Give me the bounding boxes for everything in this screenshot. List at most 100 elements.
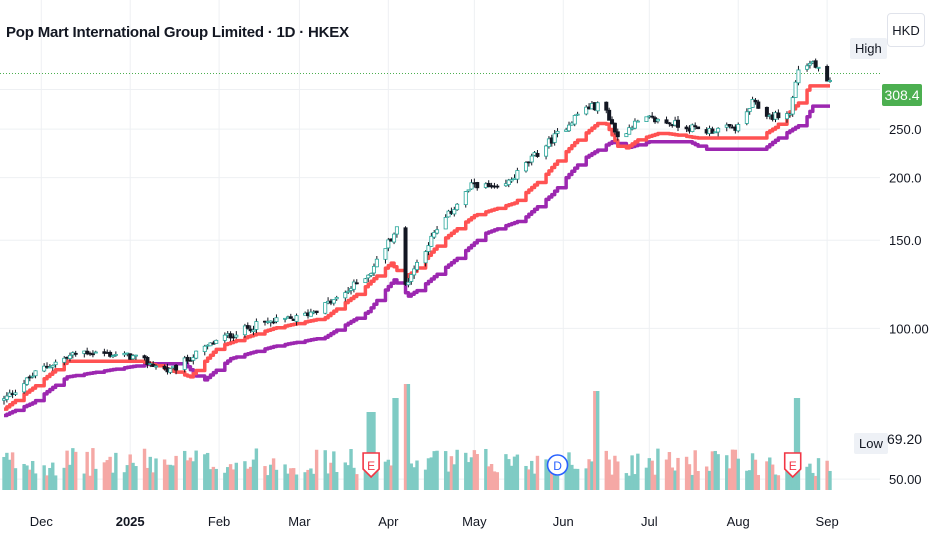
volume-bar [171, 465, 175, 490]
candle-body [202, 345, 207, 353]
candle-body [274, 317, 279, 323]
volume-bar [395, 398, 399, 490]
volume-bar [753, 459, 758, 490]
volume-bar [667, 452, 672, 490]
volume-bar [326, 473, 330, 490]
volume-bar [593, 391, 597, 490]
time-tick-label: May [462, 514, 487, 529]
volume-bar [329, 462, 333, 490]
volume-bar [409, 463, 413, 490]
earnings-marker[interactable] [362, 452, 380, 479]
volume-bar [151, 472, 155, 490]
candle-body [343, 292, 348, 299]
candle-body [575, 113, 580, 116]
volume-bar [214, 468, 218, 490]
candle-body [435, 229, 440, 234]
volume-bar [805, 466, 809, 490]
candle-body [615, 131, 620, 138]
candle-body [644, 116, 649, 122]
candle-body [690, 124, 695, 132]
candle-body [463, 191, 468, 206]
volume-bar [547, 469, 551, 490]
candle-body [655, 118, 660, 122]
volume-bar [687, 464, 692, 490]
candle-body [506, 179, 511, 186]
candle-body [271, 321, 276, 324]
candle-body [650, 115, 655, 118]
volume-bar [332, 451, 336, 490]
time-tick-label: Jun [553, 514, 574, 529]
volume-bar [312, 473, 316, 490]
volume-bar [624, 473, 629, 490]
volume-bar [392, 398, 396, 490]
volume-bar [346, 465, 350, 490]
volume-bar [208, 469, 213, 490]
volume-bar [524, 465, 528, 490]
volume-bar [756, 474, 760, 490]
candle-body [523, 162, 528, 172]
candle-body [24, 377, 29, 385]
lower-band-line [4, 104, 830, 418]
time-tick-label: Mar [288, 514, 311, 529]
volume-bar [88, 475, 92, 490]
volume-bar [730, 449, 735, 490]
candle-body [610, 119, 615, 125]
candle-body [242, 325, 247, 336]
candle-body [369, 273, 374, 276]
volume-bar [727, 468, 732, 490]
volume-bar [406, 384, 411, 490]
candle-body [825, 65, 830, 82]
volume-bar [768, 457, 772, 490]
volume-bar [590, 461, 594, 490]
candle-body [624, 133, 629, 138]
earnings-marker[interactable] [783, 452, 802, 479]
candles [2, 58, 833, 405]
candle-body [13, 392, 18, 395]
candle-body [486, 182, 491, 187]
volume-bar [693, 450, 697, 490]
volume-bar [607, 459, 611, 490]
volume-bar [355, 474, 359, 490]
volume-bar [455, 449, 459, 490]
candle-body [423, 251, 428, 264]
volume-bar [269, 464, 273, 490]
volume-bar [446, 471, 451, 490]
candle-body [185, 356, 190, 362]
candle-body [394, 226, 399, 235]
dividend-marker[interactable] [546, 454, 569, 476]
candle-body [776, 112, 781, 119]
volume-bar [793, 398, 798, 490]
candle-body [154, 365, 159, 368]
candle-body [509, 179, 514, 182]
candle-body [363, 278, 368, 283]
volume-bar [306, 469, 310, 490]
volume-bar [251, 459, 256, 490]
volume-bar [42, 465, 46, 490]
volume-bar [647, 458, 652, 490]
price-tick-label: 100.00 [889, 321, 929, 336]
currency-button[interactable]: HKD [887, 13, 925, 47]
volume-bar [825, 460, 829, 490]
candle-body [567, 124, 572, 132]
time-axis[interactable]: Dec 2025 Feb Mar Apr May Jun Jul Aug Sep [30, 514, 839, 529]
volume-bar [25, 465, 29, 490]
candle-body [354, 282, 359, 285]
volume-bar [203, 454, 207, 490]
volume-bar [512, 456, 517, 490]
candle-body [283, 317, 288, 320]
grid [0, 0, 880, 490]
volume-bar [627, 475, 631, 490]
volume-bar [595, 391, 600, 490]
volume-bar [452, 464, 456, 490]
volume-bar [532, 473, 537, 490]
price-tick-label: 200.0 [889, 171, 922, 186]
volume-bar [713, 450, 717, 490]
time-tick-label: Dec [30, 514, 54, 529]
volume-bar [426, 458, 431, 490]
volume-bar [174, 455, 178, 490]
candle-body [696, 126, 701, 130]
volume-bar [403, 384, 408, 490]
